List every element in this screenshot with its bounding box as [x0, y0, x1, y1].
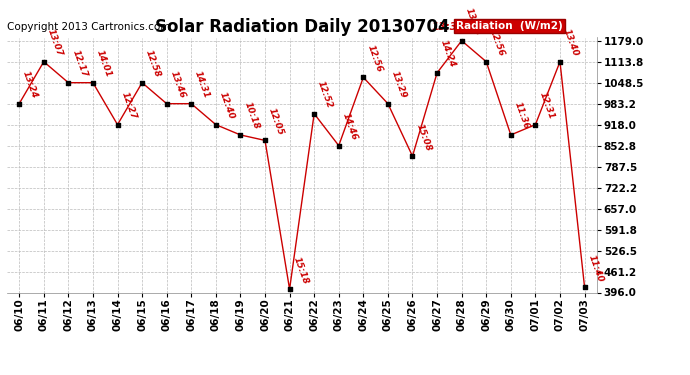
Text: 14:31: 14:31: [193, 70, 211, 100]
Point: [358, 74, 369, 80]
Point: [505, 132, 516, 138]
Point: [137, 80, 148, 86]
Text: Copyright 2013 Cartronics.com: Copyright 2013 Cartronics.com: [7, 22, 170, 32]
Point: [88, 80, 99, 86]
Point: [161, 100, 172, 106]
Text: 13:29: 13:29: [390, 70, 408, 100]
Text: 12:58: 12:58: [144, 49, 162, 79]
Text: 12:05: 12:05: [267, 106, 285, 136]
Text: Radiation  (W/m2): Radiation (W/m2): [457, 21, 563, 31]
Text: 10:18: 10:18: [242, 101, 261, 131]
Point: [382, 100, 393, 106]
Point: [186, 100, 197, 106]
Text: 12:27: 12:27: [119, 91, 138, 121]
Title: Solar Radiation Daily 20130704: Solar Radiation Daily 20130704: [155, 18, 449, 36]
Point: [112, 122, 123, 128]
Text: 15:18: 15:18: [292, 255, 310, 285]
Text: 11:40: 11:40: [586, 253, 604, 283]
Point: [333, 142, 344, 148]
Point: [210, 122, 221, 128]
Text: 13:24: 13:24: [21, 70, 39, 100]
Text: 14:46: 14:46: [341, 112, 359, 142]
Text: 12:40: 12:40: [218, 91, 236, 121]
Point: [481, 58, 492, 64]
Text: 13:38: 13:38: [464, 7, 482, 37]
Text: 12:17: 12:17: [70, 49, 88, 79]
Text: 14:24: 14:24: [439, 39, 457, 69]
Point: [555, 58, 566, 64]
Point: [259, 137, 270, 143]
Point: [14, 100, 25, 106]
Text: 12:31: 12:31: [538, 91, 555, 121]
Point: [579, 284, 590, 290]
Text: 14:01: 14:01: [95, 49, 113, 79]
Text: 11:36: 11:36: [513, 101, 531, 131]
Point: [407, 153, 418, 159]
Point: [235, 132, 246, 138]
Text: 13:07: 13:07: [46, 28, 64, 58]
Text: 13:38: 13:38: [432, 22, 465, 32]
Point: [38, 58, 49, 64]
Text: 12:52: 12:52: [316, 80, 335, 110]
Point: [63, 80, 74, 86]
Point: [530, 122, 541, 128]
Point: [308, 111, 319, 117]
Text: 12:56: 12:56: [489, 28, 506, 58]
Text: 12:56: 12:56: [365, 44, 384, 74]
Point: [284, 286, 295, 292]
Point: [456, 38, 467, 44]
Text: 15:08: 15:08: [415, 122, 433, 152]
Text: 13:46: 13:46: [168, 70, 187, 100]
Text: 13:40: 13:40: [562, 28, 580, 58]
Point: [431, 70, 442, 76]
